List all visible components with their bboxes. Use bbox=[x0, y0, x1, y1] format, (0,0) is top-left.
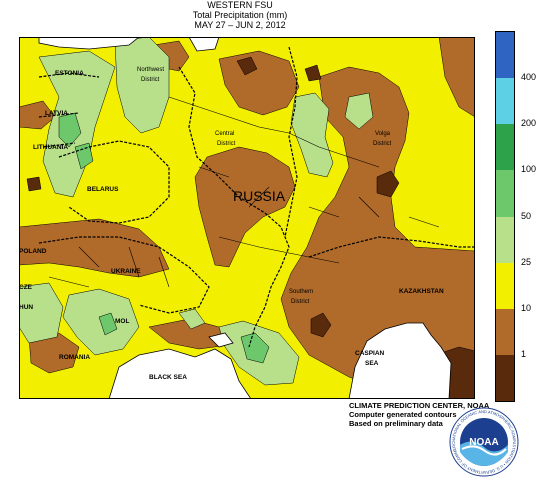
map-title: WESTERN FSU Total Precipitation (mm) MAY… bbox=[0, 0, 480, 30]
district-borders bbox=[48, 96, 440, 288]
water-bodies bbox=[38, 37, 452, 399]
border-belarus bbox=[58, 140, 170, 224]
precip-green-romania bbox=[19, 282, 64, 344]
precip-dark-west bbox=[26, 176, 42, 192]
label-moldova: MOL bbox=[115, 318, 129, 325]
precip-green-nw bbox=[114, 37, 170, 134]
legend-swatch bbox=[496, 308, 514, 355]
border-ukraine bbox=[38, 236, 210, 314]
legend-label: 1 bbox=[521, 348, 527, 359]
precipitation-map: ESTONIA LATVIA LITHUANIA BELARUS POLAND … bbox=[19, 37, 475, 399]
district-ukraine-inner bbox=[48, 246, 170, 288]
legend-swatch bbox=[496, 124, 514, 171]
noaa-logo-text: NOAA bbox=[469, 437, 498, 448]
azov-sea bbox=[208, 332, 234, 348]
precip-green2-moldova bbox=[98, 312, 118, 336]
gulf-of-finland bbox=[38, 37, 140, 50]
label-black-sea: BLACK SEA bbox=[149, 374, 187, 381]
precip-dark-south bbox=[310, 312, 332, 338]
precip-green-crimea bbox=[178, 308, 206, 330]
precip-legend bbox=[495, 31, 515, 402]
label-poland: POLAND bbox=[19, 248, 47, 255]
legend-label: 10 bbox=[521, 302, 532, 313]
precip-region-romania bbox=[28, 332, 80, 374]
legend-label: 200 bbox=[521, 118, 537, 129]
label-hungary: HUN bbox=[19, 304, 33, 311]
legend-swatch bbox=[496, 216, 514, 263]
border-baltic bbox=[38, 72, 100, 148]
legend-label: 100 bbox=[521, 164, 537, 175]
legend-swatch bbox=[496, 354, 514, 401]
precip-region-volga bbox=[280, 66, 475, 399]
label-central-district-2: District bbox=[217, 141, 236, 147]
legend-swatch bbox=[496, 262, 514, 309]
label-romania: ROMANIA bbox=[59, 354, 90, 361]
title-region: WESTERN FSU bbox=[207, 0, 273, 10]
label-nw-district: Northwest bbox=[137, 67, 164, 73]
precip-region-west-ukraine bbox=[19, 218, 170, 278]
lake-ladoga bbox=[188, 37, 220, 52]
precip-1-10-regions bbox=[19, 37, 475, 399]
label-nw-district-2: District bbox=[141, 77, 160, 83]
district-russia-inner bbox=[198, 166, 440, 228]
label-volga-district: Volga bbox=[375, 131, 391, 137]
legend-label: 400 bbox=[521, 72, 537, 83]
label-russia: RUSSIA bbox=[233, 188, 286, 204]
black-sea bbox=[108, 348, 252, 399]
legend-swatch bbox=[496, 78, 514, 125]
label-southern-district: Southern bbox=[289, 289, 313, 295]
credits: CLIMATE PREDICTION CENTER, NOAA Computer… bbox=[349, 401, 489, 428]
label-central-district: Central bbox=[215, 131, 234, 137]
district-nw-central bbox=[168, 96, 290, 134]
credit-cpc: CLIMATE PREDICTION CENTER, NOAA bbox=[349, 401, 490, 410]
label-caspian: CASPIAN bbox=[355, 350, 385, 357]
label-estonia: ESTONIA bbox=[55, 70, 84, 77]
label-belarus: BELARUS bbox=[87, 186, 119, 193]
legend-label: 50 bbox=[521, 210, 532, 221]
credit-contours: Computer generated contours bbox=[349, 410, 457, 419]
label-caspian-sea: SEA bbox=[365, 360, 379, 367]
title-variable: Total Precipitation (mm) bbox=[192, 10, 288, 20]
precip-dark-north2 bbox=[304, 64, 322, 82]
legend-label: 25 bbox=[521, 256, 532, 267]
map-frame bbox=[19, 37, 475, 399]
precip-green-northeast bbox=[344, 92, 374, 130]
label-southern-district-2: District bbox=[291, 299, 310, 305]
precip-50-100-regions bbox=[58, 112, 270, 364]
legend-swatch bbox=[496, 170, 514, 217]
title-dates: MAY 27 – JUN 2, 2012 bbox=[194, 20, 286, 30]
label-volga-district-2: District bbox=[373, 141, 392, 147]
label-ukraine: UKRAINE bbox=[111, 268, 141, 275]
precip-region-north bbox=[218, 50, 300, 116]
precip-dark-volga bbox=[376, 170, 400, 198]
caspian-sea bbox=[348, 322, 452, 399]
precip-dark-north bbox=[236, 56, 258, 76]
credit-preliminary: Based on preliminary data bbox=[349, 419, 443, 428]
label-czech: CZE bbox=[19, 284, 33, 291]
label-kazakhstan: KAZAKHSTAN bbox=[399, 288, 444, 295]
international-borders bbox=[38, 46, 475, 348]
label-latvia: LATVIA bbox=[45, 110, 68, 117]
noaa-logo: NOAA NATIONAL OCEANIC AND ATMOSPHERIC AD… bbox=[449, 407, 519, 477]
district-central-south bbox=[218, 236, 340, 264]
legend-swatch bbox=[496, 32, 514, 79]
precip-green2-lithuania bbox=[74, 142, 94, 170]
label-lithuania: LITHUANIA bbox=[33, 144, 68, 151]
border-kazakhstan bbox=[308, 236, 475, 258]
border-russia-west bbox=[178, 66, 290, 348]
border-russia-east bbox=[284, 46, 298, 238]
precip-region-east-edge bbox=[438, 37, 475, 118]
district-central-volga bbox=[288, 132, 380, 168]
precip-region-baltic bbox=[19, 100, 56, 130]
